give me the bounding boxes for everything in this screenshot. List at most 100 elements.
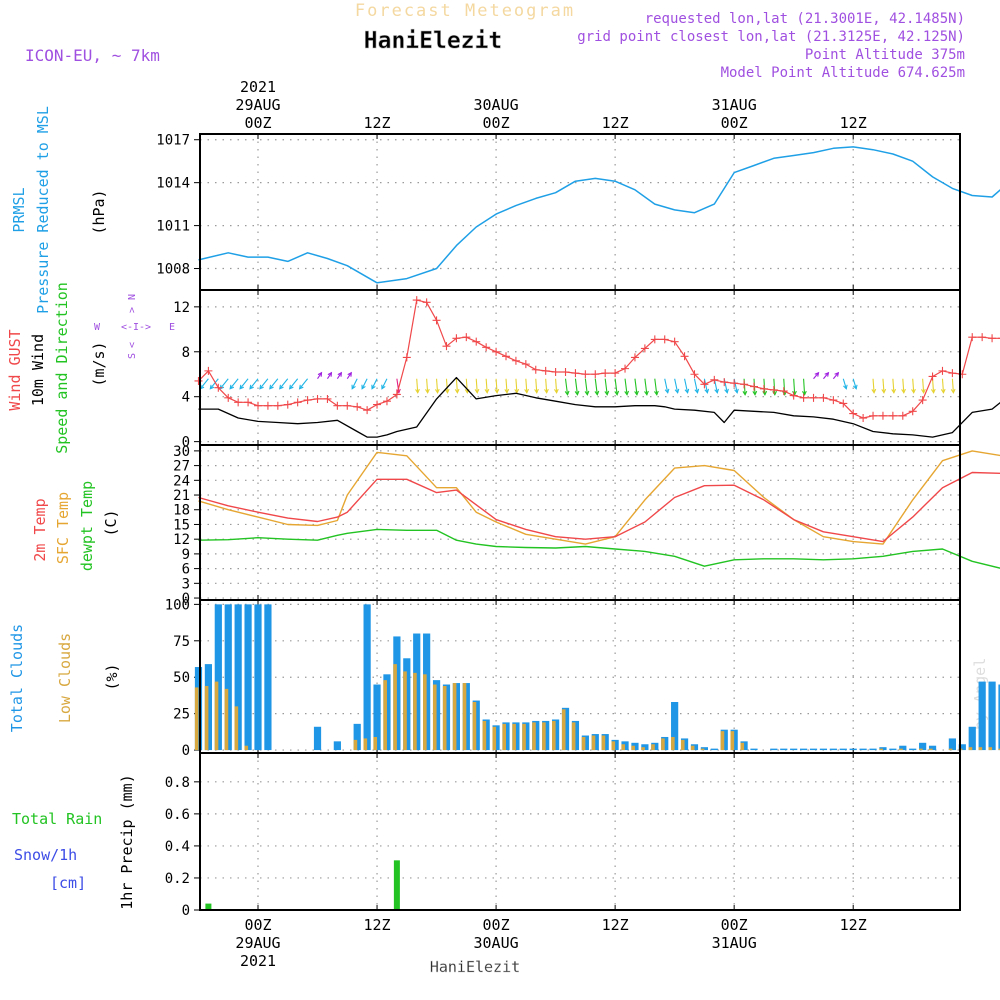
gust-point-marker	[720, 378, 729, 387]
wind-arrow-icon	[239, 378, 249, 390]
y-tick-label: 12	[173, 532, 190, 548]
gust-point-marker	[690, 370, 699, 379]
bottom-date-label: 30AUG	[474, 934, 519, 952]
low-cloud-bar	[482, 720, 487, 751]
wind-arrow-head-icon	[504, 388, 510, 394]
wind-arrow-icon	[436, 378, 439, 393]
total-cloud-bar	[859, 748, 867, 751]
y-tick-label: 8	[182, 345, 190, 361]
total-cloud-bar	[373, 684, 381, 751]
gust-point-marker	[263, 401, 272, 410]
low-cloud-bar	[988, 747, 993, 751]
gust-point-marker	[750, 382, 758, 391]
low-cloud-bar	[621, 744, 626, 751]
low-cloud-bar	[383, 680, 387, 751]
bottom-time-label: 12Z	[363, 916, 390, 934]
total-cloud-bar	[214, 604, 222, 751]
bottom-time-label: 12Z	[602, 916, 629, 934]
low-cloud-bar	[690, 745, 695, 751]
wind-arrow-head-icon	[654, 390, 659, 396]
wind-arrow-head-icon	[644, 390, 649, 396]
wind-speed-line	[198, 376, 1000, 438]
wind-arrow-head-icon	[444, 388, 450, 394]
wind-arrow-icon	[922, 378, 925, 393]
total-cloud-bar	[244, 604, 252, 751]
snow-unit-label: [cm]	[50, 874, 86, 892]
temp-sfc-label: SFC Temp	[54, 492, 72, 564]
top-date-label: 30AUG	[474, 96, 519, 114]
pressure-label-msl: Pressure Reduced to MSL	[34, 106, 52, 314]
low-cloud-bar	[373, 736, 378, 751]
total-cloud-bar	[353, 723, 361, 751]
gust-point-marker	[888, 411, 897, 420]
wind-arrow-icon	[361, 378, 368, 389]
top-year-label: 2021	[240, 78, 276, 96]
y-tick-label: 50	[173, 670, 190, 686]
model-label: ICON-EU, ~ 7km	[25, 46, 160, 65]
gust-point-marker	[412, 296, 421, 305]
footer-station: HaniElezit	[430, 958, 520, 976]
bottom-date-label: 31AUG	[712, 934, 757, 952]
temp-2m-line	[198, 471, 1000, 543]
total-cloud-bar	[909, 748, 917, 751]
wind-arrow-head-icon	[584, 390, 590, 396]
wind-arrow-icon	[624, 378, 628, 395]
wind-arrow-icon	[525, 378, 528, 393]
total-cloud-bar	[234, 604, 242, 751]
wind-arrow-head-icon	[229, 384, 235, 390]
wind-arrow-head-icon	[209, 384, 215, 390]
gust-point-marker	[591, 370, 600, 379]
y-tick-label: 9	[182, 547, 190, 563]
gust-point-marker	[918, 396, 927, 405]
wind-arrow-head-icon	[734, 388, 739, 394]
compass-horizontal-arrow-icon: <-I->	[121, 322, 151, 333]
wind-10m-label: 10m Wind	[29, 334, 47, 406]
gust-point-marker	[968, 333, 977, 342]
low-cloud-bar	[561, 709, 566, 751]
low-cloud-bar	[591, 735, 596, 751]
top-time-label: 12Z	[363, 114, 390, 132]
bottom-time-label: 00Z	[483, 916, 510, 934]
wind-arrow-icon	[813, 372, 819, 380]
low-cloud-bar	[363, 738, 368, 751]
wind-arrow-icon	[852, 378, 857, 389]
rain-bar	[205, 903, 212, 910]
wind-arrow-head-icon	[752, 390, 758, 396]
y-tick-label: 1017	[156, 133, 190, 149]
wind-arrow-icon	[555, 378, 558, 393]
wind-arrow-head-icon	[724, 388, 729, 394]
low-cloud-bar	[899, 748, 903, 751]
gust-point-marker	[809, 393, 818, 402]
low-cloud-bar	[661, 738, 665, 751]
low-cloud-bar	[948, 748, 953, 751]
wind-arrow-icon	[229, 378, 239, 390]
gust-point-marker	[769, 385, 778, 394]
gust-point-marker	[363, 406, 372, 415]
low-cloud-bar	[204, 685, 209, 751]
y-tick-label: 12	[173, 300, 190, 316]
wind-arrow-head-icon	[249, 384, 254, 390]
gust-point-marker	[869, 411, 878, 420]
wind-arrow-icon	[505, 378, 508, 393]
y-tick-label: 1008	[156, 262, 190, 278]
model-altitude: Model Point Altitude 674.625m	[721, 65, 965, 81]
low-cloud-bar	[432, 684, 437, 751]
low-cloud-bar	[512, 723, 516, 751]
y-tick-label: 3	[182, 576, 190, 592]
gust-point-marker	[859, 414, 868, 423]
wind-arrow-head-icon	[288, 384, 294, 390]
wind-arrow-head-icon	[347, 371, 352, 377]
wind-compass-icon: N > W <-I-> E < S	[94, 294, 175, 359]
temp-2m-label: 2m Temp	[31, 498, 49, 561]
wind-arrow-icon	[381, 378, 388, 389]
gust-point-marker	[581, 370, 590, 379]
low-cloud-bar	[194, 687, 199, 751]
wind-arrow-icon	[892, 378, 895, 393]
low-cloud-bar	[968, 747, 973, 751]
wind-arrow-icon	[823, 372, 829, 380]
gust-point-marker	[244, 398, 253, 407]
wind-arrow-icon	[941, 378, 945, 393]
wind-arrow-icon	[289, 378, 299, 390]
